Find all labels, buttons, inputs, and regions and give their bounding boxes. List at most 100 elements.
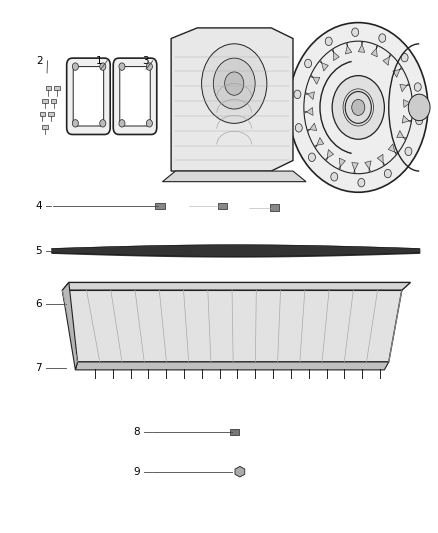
Polygon shape [308,123,317,131]
Text: 5: 5 [35,246,42,256]
Polygon shape [171,28,293,171]
Bar [230,429,240,435]
Circle shape [213,58,255,109]
Text: 6: 6 [35,298,42,309]
Polygon shape [358,42,365,52]
Polygon shape [325,150,334,160]
Circle shape [100,63,106,70]
Text: 2: 2 [36,56,43,66]
Circle shape [225,72,244,95]
Circle shape [145,361,152,369]
Polygon shape [365,161,371,172]
Circle shape [305,361,312,369]
Polygon shape [397,131,406,140]
Polygon shape [400,84,409,92]
Circle shape [416,116,423,125]
Text: 9: 9 [133,467,140,477]
FancyBboxPatch shape [113,58,157,134]
Circle shape [308,153,315,161]
Polygon shape [315,138,324,147]
Text: 1: 1 [96,56,102,66]
Text: 8: 8 [133,427,140,438]
Polygon shape [320,61,328,71]
Circle shape [341,361,348,369]
Circle shape [325,37,332,45]
Circle shape [414,83,421,91]
Bar [48,112,54,116]
Circle shape [405,147,412,156]
Circle shape [146,119,152,127]
Circle shape [289,22,428,192]
Bar [42,99,48,103]
Circle shape [119,63,125,70]
Bar [42,125,48,129]
Bar [155,204,165,209]
Polygon shape [62,282,78,370]
Circle shape [163,361,170,369]
Circle shape [385,169,391,178]
Circle shape [252,361,259,369]
Circle shape [359,361,366,369]
Polygon shape [377,154,385,165]
Polygon shape [393,68,402,77]
Circle shape [127,361,134,369]
Polygon shape [352,163,358,173]
Polygon shape [371,46,378,57]
Circle shape [100,119,106,127]
Bar [46,86,51,90]
Polygon shape [388,144,397,154]
Circle shape [304,59,311,68]
Circle shape [234,361,241,369]
Circle shape [401,53,408,62]
Circle shape [270,361,277,369]
Polygon shape [403,100,412,108]
Polygon shape [311,75,320,84]
Polygon shape [346,44,352,54]
Circle shape [72,63,78,70]
Circle shape [379,34,386,42]
Circle shape [295,124,302,132]
Circle shape [352,28,359,36]
Polygon shape [75,362,389,370]
Circle shape [110,361,116,369]
Polygon shape [306,92,314,100]
Circle shape [119,119,125,127]
Circle shape [198,361,205,369]
Circle shape [358,179,365,187]
Polygon shape [62,282,410,290]
Polygon shape [235,466,245,477]
Text: 3: 3 [142,56,148,66]
Bar [39,112,45,116]
Circle shape [332,76,385,139]
Circle shape [92,361,99,369]
FancyBboxPatch shape [73,67,104,126]
Circle shape [201,44,267,123]
Bar [270,205,279,211]
Polygon shape [162,171,306,182]
Text: 7: 7 [35,364,42,373]
Bar [51,99,57,103]
Circle shape [180,361,187,369]
Circle shape [294,90,301,99]
Circle shape [323,361,330,369]
Circle shape [72,119,78,127]
FancyBboxPatch shape [67,58,110,134]
Polygon shape [332,50,339,61]
Bar [54,86,60,90]
Polygon shape [62,290,402,362]
Circle shape [216,361,223,369]
Circle shape [345,92,371,123]
Circle shape [352,100,365,115]
Circle shape [377,361,384,369]
Polygon shape [339,158,346,169]
Circle shape [331,173,338,181]
Circle shape [287,361,294,369]
Text: 4: 4 [35,201,42,211]
FancyBboxPatch shape [120,67,150,126]
Polygon shape [383,54,391,66]
Polygon shape [305,108,313,115]
Circle shape [146,63,152,70]
Polygon shape [402,115,411,123]
Circle shape [408,94,430,120]
Bar [218,203,227,209]
